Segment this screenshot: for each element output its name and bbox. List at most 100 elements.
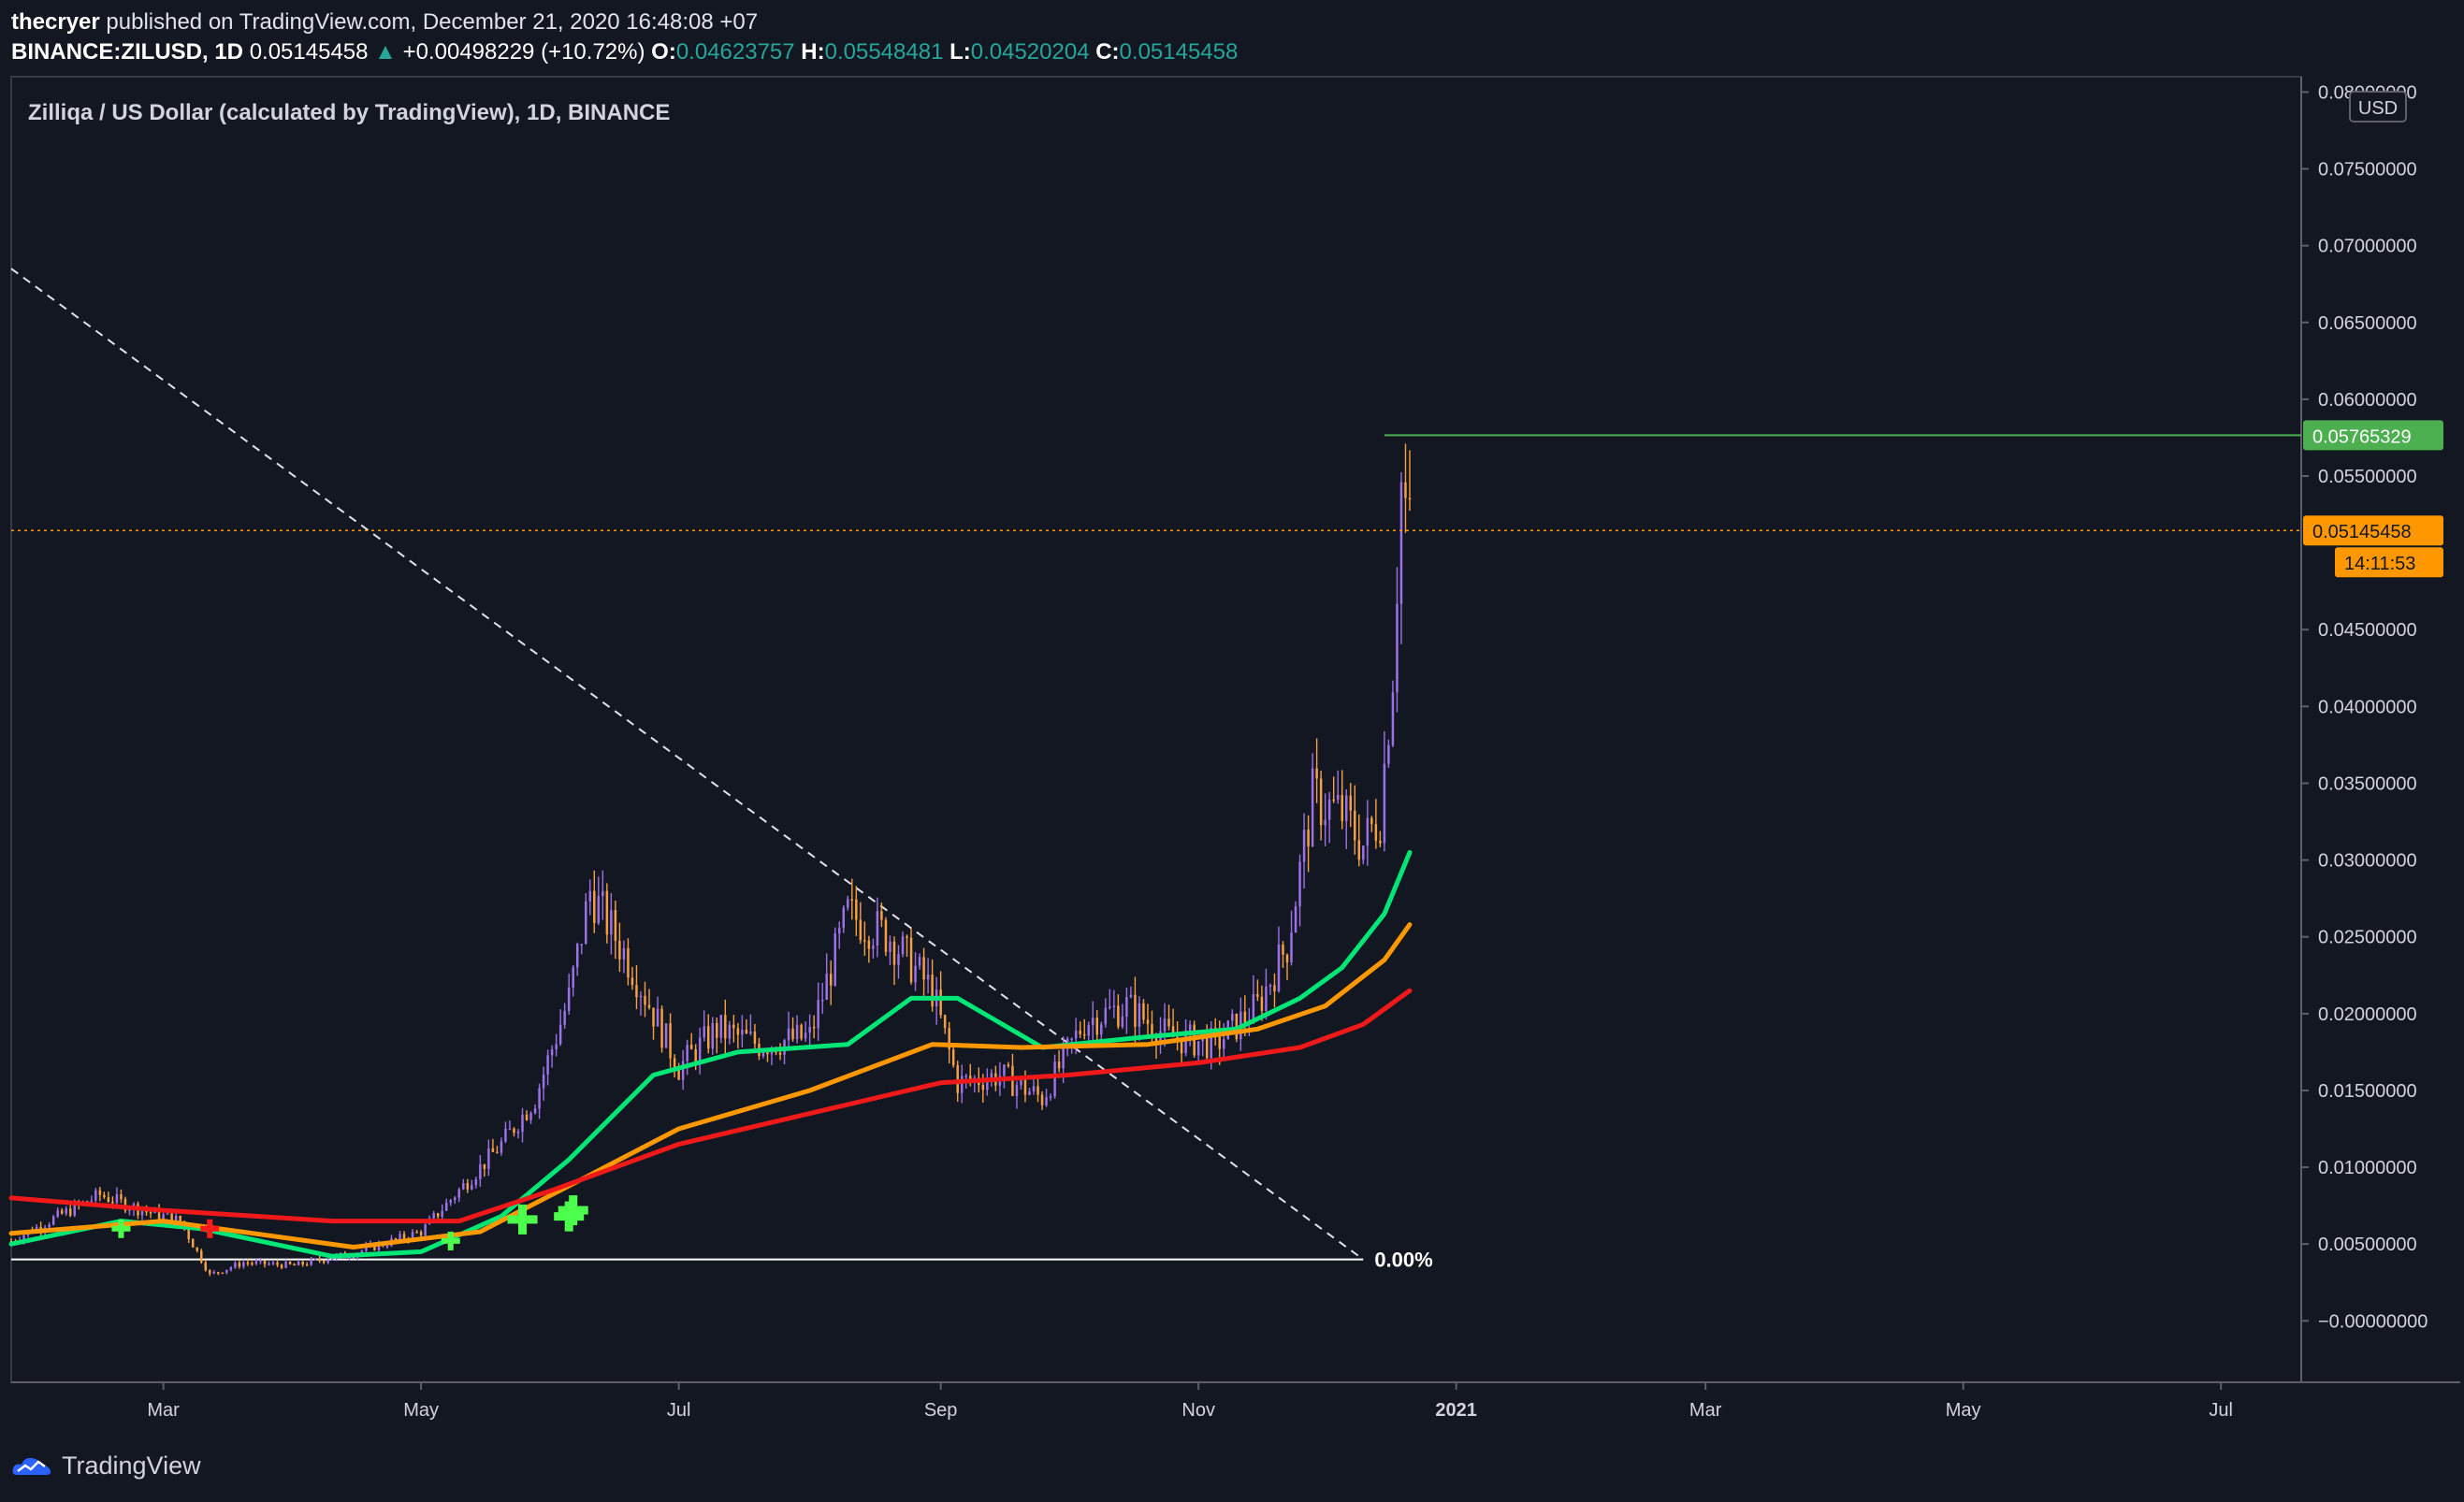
candle-body: [1138, 1003, 1141, 1027]
plot-area[interactable]: [10, 76, 2302, 1383]
ema-line-3[interactable]: [8, 988, 1413, 1224]
sell-marker-v: [207, 1219, 213, 1238]
candle-body: [1065, 1038, 1069, 1045]
candle-body: [1057, 1062, 1061, 1069]
low-value: 0.04520204: [970, 39, 1090, 65]
candle-body: [491, 1148, 495, 1152]
candle-body: [115, 1194, 119, 1204]
trendline[interactable]: [10, 267, 1364, 1261]
candle-body: [703, 1026, 705, 1038]
candle-body: [1040, 1094, 1044, 1105]
ticker-change: +0.00498229 (+10.72%): [402, 39, 645, 65]
candle-body: [622, 947, 626, 960]
candle-body: [706, 1026, 710, 1049]
x-tick-label: May: [1946, 1400, 1981, 1421]
candle-body: [1092, 1018, 1094, 1026]
candle-body: [761, 1052, 765, 1057]
candle-body: [909, 937, 913, 983]
candle-body: [1142, 1003, 1145, 1020]
candle-body: [471, 1185, 473, 1190]
candle-body: [229, 1267, 233, 1270]
candle-body: [847, 899, 849, 908]
candle-body: [956, 1065, 959, 1093]
candle-body: [331, 1259, 334, 1261]
candle-body: [745, 1030, 748, 1034]
candle-body: [1023, 1079, 1027, 1095]
candle-body: [1302, 830, 1306, 862]
candle-body: [677, 1070, 680, 1080]
candle-body: [263, 1260, 267, 1264]
candle-body: [310, 1259, 312, 1265]
candle-body: [698, 1037, 702, 1062]
candle-body: [951, 1049, 955, 1066]
candle-body: [538, 1088, 541, 1109]
ema-line-1[interactable]: [8, 849, 1413, 1259]
candle-body: [318, 1258, 321, 1262]
candle-body: [1062, 1044, 1065, 1069]
ticker-symbol[interactable]: BINANCE:ZILUSD, 1D: [11, 39, 244, 65]
candle-body: [1180, 1039, 1183, 1054]
candle-body: [284, 1262, 287, 1268]
candle-body: [1268, 985, 1272, 987]
candle-body: [120, 1194, 123, 1200]
candle-body: [111, 1202, 114, 1204]
candle-body: [1379, 841, 1382, 844]
candle-body: [867, 940, 871, 949]
candle-body: [787, 1028, 790, 1041]
candle-body: [753, 1032, 757, 1045]
candle-body: [179, 1215, 181, 1221]
candle-body: [597, 896, 601, 923]
candle-body: [508, 1128, 512, 1131]
candle-body: [602, 890, 604, 897]
candle-body: [60, 1210, 64, 1214]
candle-body: [694, 1048, 697, 1062]
candle-body: [73, 1202, 76, 1216]
candle-body: [56, 1210, 59, 1217]
ema-line-2[interactable]: [8, 922, 1413, 1249]
buy-marker[interactable]: [111, 1219, 131, 1238]
buy-marker-v: [118, 1219, 124, 1238]
candle-body: [1167, 1018, 1170, 1027]
candle-body: [948, 1028, 950, 1050]
candle-body: [863, 940, 866, 942]
sell-marker[interactable]: [200, 1219, 220, 1238]
candle-body: [462, 1182, 465, 1190]
candle-body: [1332, 799, 1335, 802]
candle-body: [960, 1076, 964, 1093]
candle-body: [681, 1061, 685, 1080]
candle-body: [906, 936, 908, 938]
y-tick-label: 0.02000000: [2318, 1004, 2417, 1025]
candle-body: [288, 1262, 292, 1264]
candle-body: [1362, 845, 1365, 860]
buy-marker[interactable]: [558, 1195, 588, 1226]
y-tick-label: 0.04500000: [2318, 620, 2417, 641]
candle-body: [550, 1049, 554, 1056]
candle-body: [1243, 1011, 1247, 1023]
candle-body: [1074, 1030, 1078, 1039]
tradingview-logo[interactable]: TradingView: [11, 1451, 201, 1480]
candle-body: [1404, 482, 1407, 498]
candle-body: [1391, 692, 1395, 745]
buy-marker[interactable]: [507, 1204, 538, 1235]
candle-body: [474, 1178, 478, 1186]
resistance-price-tag: [2303, 420, 2443, 451]
candle-body: [901, 936, 905, 955]
candle-body: [555, 1044, 558, 1050]
publisher-user[interactable]: thecryer: [11, 9, 100, 35]
currency-badge[interactable]: [2349, 91, 2407, 123]
candle-body: [1196, 1041, 1200, 1056]
buy-marker[interactable]: [441, 1231, 460, 1250]
candle-body: [1273, 985, 1276, 992]
candle-body: [1327, 799, 1331, 820]
candle-body: [221, 1272, 225, 1275]
y-tick-label: 0.00500000: [2318, 1235, 2417, 1255]
buy-marker[interactable]: [554, 1201, 585, 1232]
candle-body: [1100, 1024, 1103, 1035]
candle-body: [922, 957, 925, 980]
publisher-text: published on TradingView.com, December 2…: [106, 9, 759, 35]
candle-body: [795, 1024, 799, 1040]
candle-body: [990, 1073, 993, 1081]
candle-body: [575, 944, 579, 968]
candle-body: [939, 989, 942, 1016]
